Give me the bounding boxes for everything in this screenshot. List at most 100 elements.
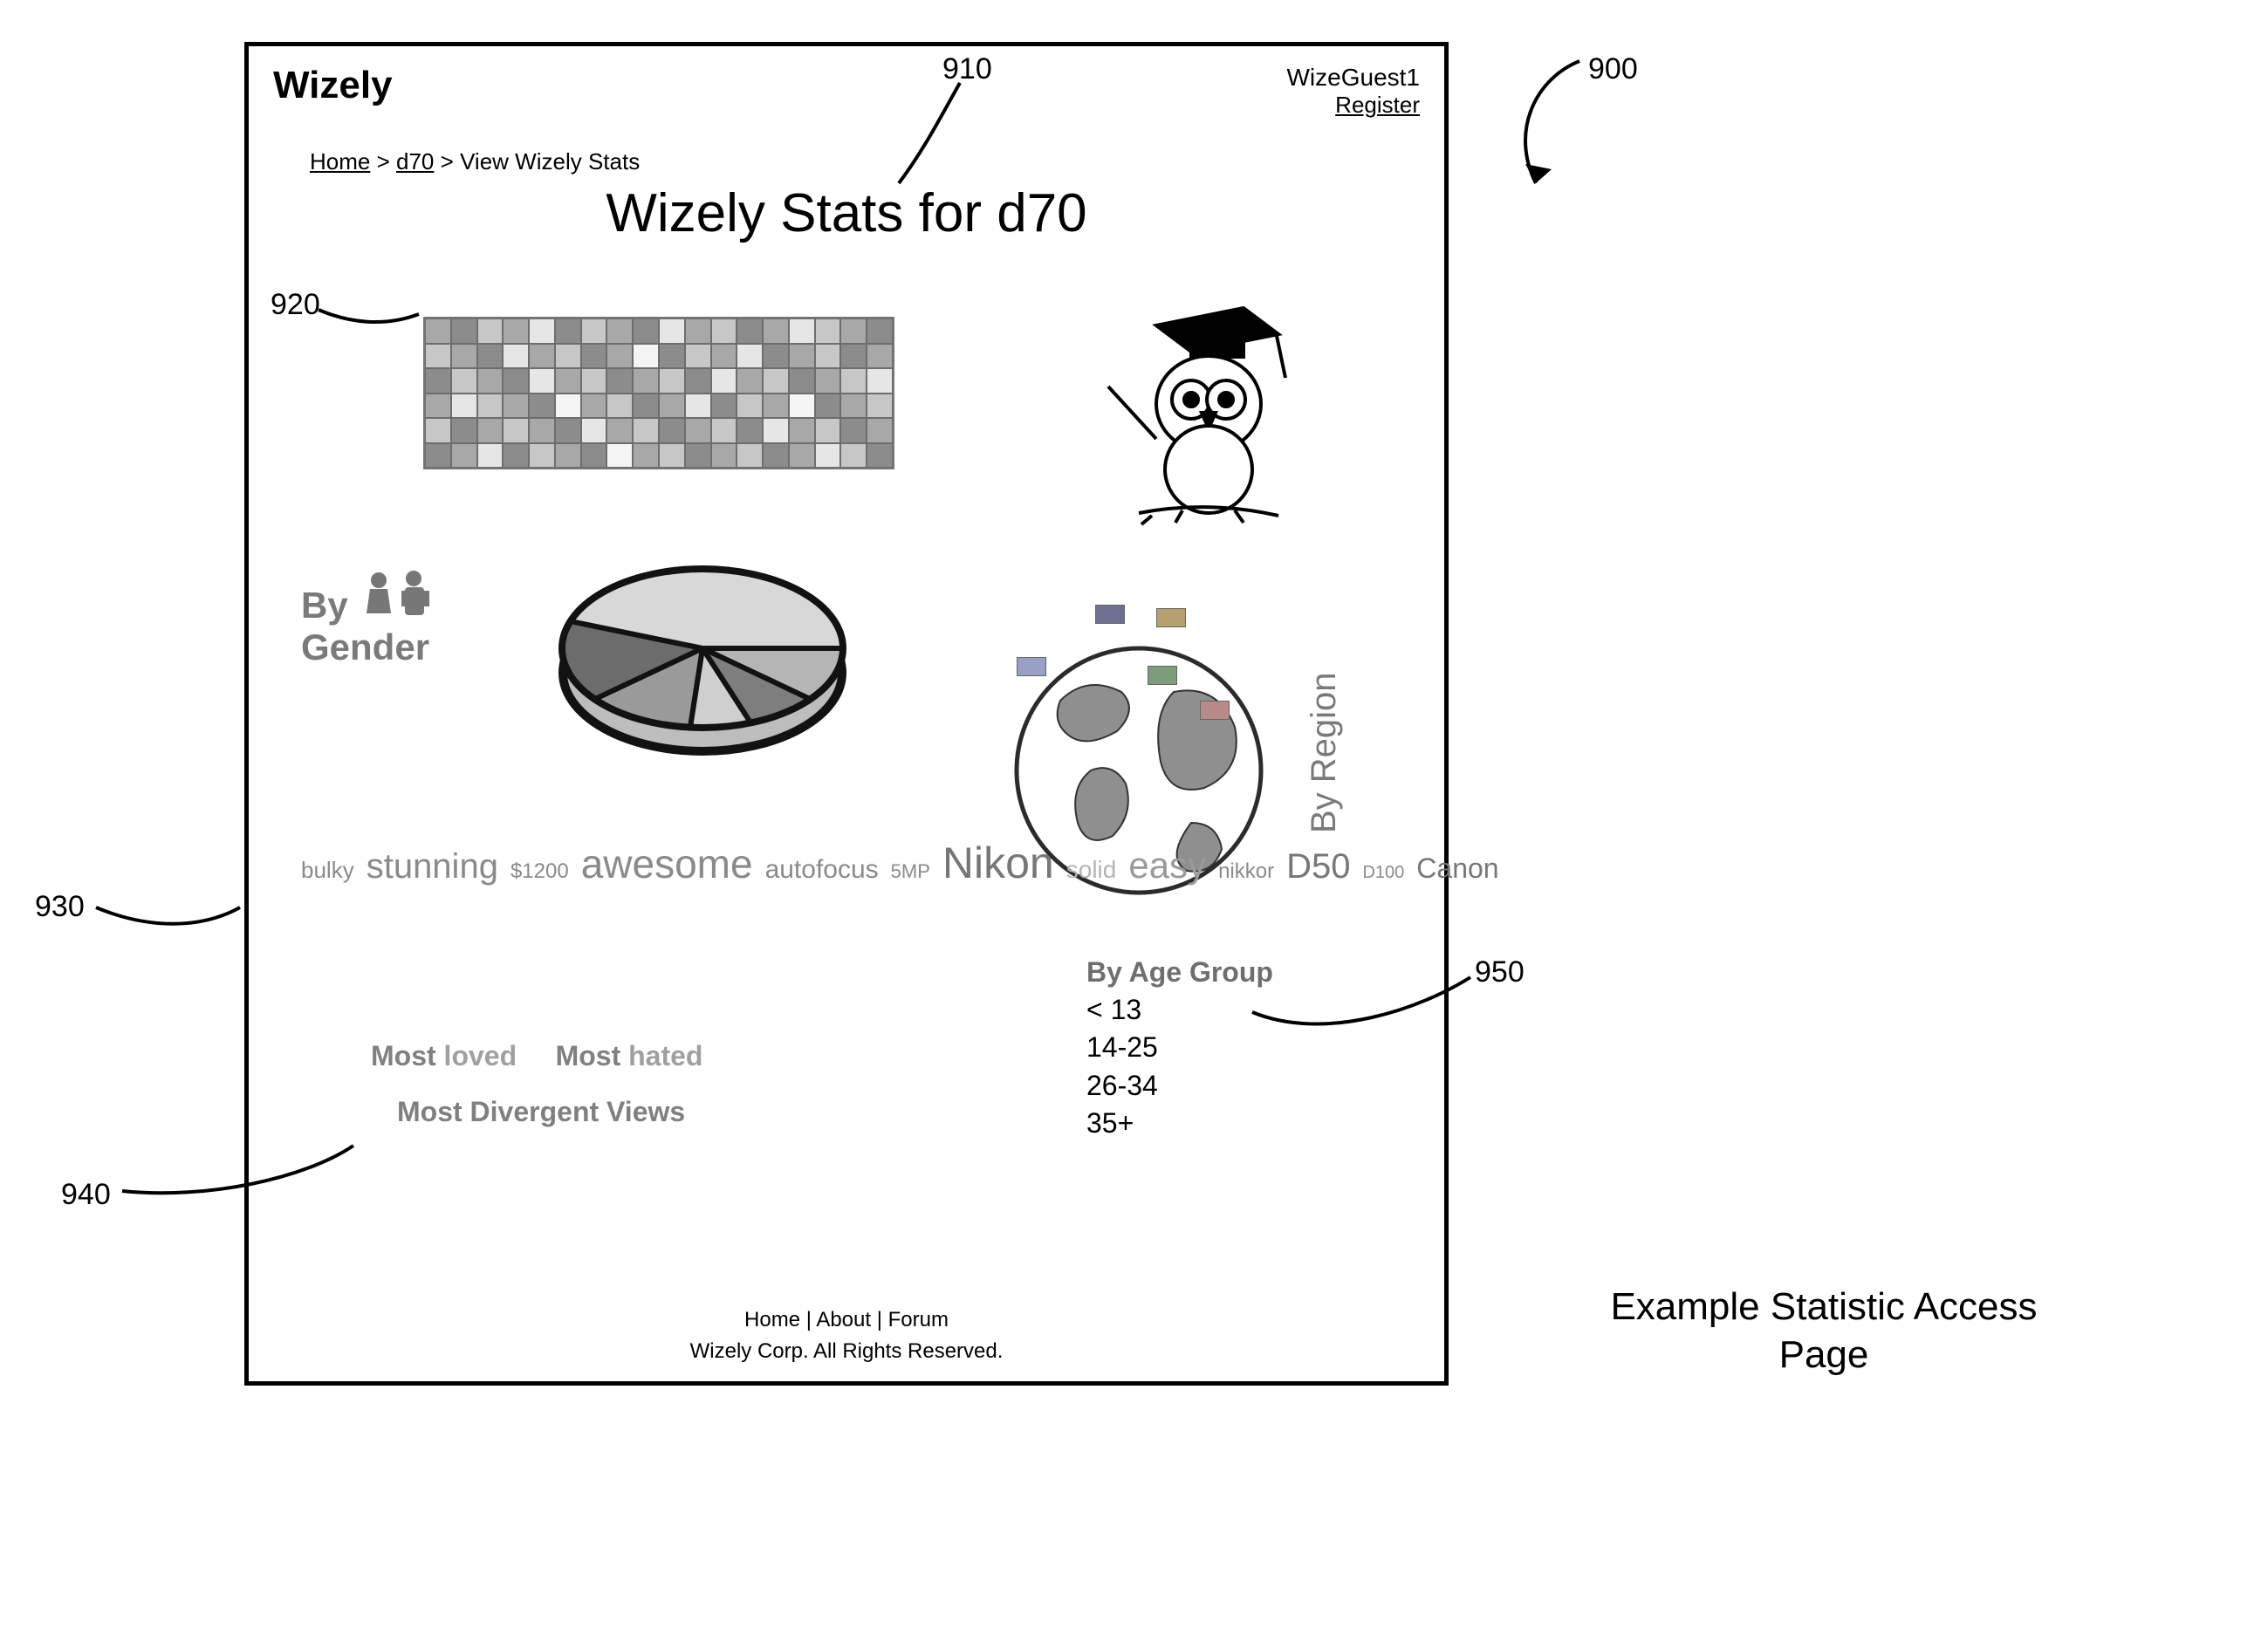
- most-hated-link[interactable]: Most hated: [556, 1040, 703, 1071]
- heatmap-cell: [659, 418, 685, 443]
- age-group-header: By Age Group: [1086, 954, 1273, 991]
- heatmap-cell: [633, 394, 659, 419]
- heatmap-cell: [867, 318, 893, 344]
- most-loved-link[interactable]: Most loved: [371, 1040, 524, 1071]
- by-region-label[interactable]: By Region: [1305, 640, 1348, 866]
- age-group-item[interactable]: 26-34: [1086, 1067, 1273, 1105]
- heatmap-cell: [789, 318, 815, 344]
- owl-mascot-icon: [1104, 299, 1296, 526]
- heatmap-cell: [555, 368, 581, 394]
- heatmap-cell: [606, 318, 633, 344]
- heatmap-cell: [503, 418, 529, 443]
- heatmap-cell: [581, 318, 607, 344]
- page-frame: Wizely WizeGuest1 Register Home > d70 > …: [244, 42, 1449, 1386]
- flag-us-icon: [1017, 657, 1046, 676]
- heatmap-cell: [555, 318, 581, 344]
- brand-logo[interactable]: Wizely: [273, 64, 393, 119]
- by-gender-label-1: By: [301, 585, 348, 626]
- heatmap-cell: [737, 368, 763, 394]
- tag[interactable]: stunning: [367, 847, 498, 886]
- heatmap-cell: [477, 344, 504, 369]
- flag-pt-icon: [1148, 666, 1177, 685]
- heatmap-cell: [659, 443, 685, 469]
- flag-uk-icon: [1095, 605, 1125, 624]
- heatmap-cell: [737, 443, 763, 469]
- breadcrumb-item[interactable]: d70: [396, 148, 434, 175]
- tag[interactable]: awesome: [581, 841, 753, 886]
- heatmap-cell: [815, 344, 841, 369]
- heatmap-cell: [477, 394, 504, 419]
- heatmap-cell: [711, 368, 737, 394]
- heatmap-cell: [633, 418, 659, 443]
- heatmap-cell: [529, 394, 555, 419]
- heatmap-cell: [867, 344, 893, 369]
- tag[interactable]: $1200: [510, 859, 569, 883]
- tag[interactable]: autofocus: [765, 855, 879, 884]
- heatmap-cell: [633, 443, 659, 469]
- heatmap-cell: [606, 443, 633, 469]
- heatmap-cell: [763, 318, 789, 344]
- register-link[interactable]: Register: [1287, 92, 1421, 119]
- heatmap-cell: [477, 368, 504, 394]
- heatmap-cell: [763, 418, 789, 443]
- age-group-section: By Age Group < 13 14-25 26-34 35+: [1086, 954, 1273, 1142]
- heatmap-cell: [711, 443, 737, 469]
- footer-about-link[interactable]: About: [816, 1308, 871, 1331]
- tag[interactable]: easy: [1128, 845, 1206, 886]
- heatmap-cell: [581, 344, 607, 369]
- heatmap-cell: [737, 394, 763, 419]
- heatmap-cell: [737, 418, 763, 443]
- heatmap-chart[interactable]: [423, 317, 894, 469]
- tag[interactable]: Canon: [1416, 852, 1498, 884]
- heatmap-cell: [633, 318, 659, 344]
- tag[interactable]: D100: [1362, 863, 1404, 882]
- user-box: WizeGuest1 Register: [1287, 64, 1421, 119]
- heatmap-cell: [503, 344, 529, 369]
- by-gender-label-2: Gender: [301, 626, 429, 667]
- heatmap-cell: [840, 443, 867, 469]
- heatmap-cell: [477, 443, 504, 469]
- heatmap-cell: [529, 368, 555, 394]
- heatmap-cell: [451, 344, 477, 369]
- heatmap-cell: [867, 418, 893, 443]
- footer-copyright: Wizely Corp. All Rights Reserved.: [249, 1336, 1444, 1367]
- heatmap-cell: [659, 318, 685, 344]
- breadcrumb-sep: >: [441, 148, 454, 175]
- age-group-item[interactable]: 14-25: [1086, 1029, 1273, 1066]
- heatmap-cell: [789, 418, 815, 443]
- heatmap-cell: [581, 368, 607, 394]
- tag[interactable]: Nikon: [942, 839, 1054, 887]
- tag[interactable]: 5MP: [891, 860, 930, 882]
- heatmap-cell: [581, 394, 607, 419]
- heatmap-cell: [789, 368, 815, 394]
- by-gender-section[interactable]: By Gender: [301, 570, 528, 669]
- heatmap-cell: [606, 344, 633, 369]
- ref-940: 940: [61, 1139, 358, 1225]
- heatmap-cell: [633, 368, 659, 394]
- flag-es-icon: [1156, 608, 1186, 627]
- pie-chart[interactable]: [528, 544, 877, 770]
- footer-home-link[interactable]: Home: [744, 1308, 800, 1331]
- tag[interactable]: nikkor: [1218, 859, 1274, 883]
- age-group-item[interactable]: 35+: [1086, 1105, 1273, 1142]
- heatmap-cell: [529, 418, 555, 443]
- heatmap-cell: [685, 318, 711, 344]
- ref-920: 920: [271, 288, 428, 383]
- heatmap-cell: [840, 344, 867, 369]
- age-group-item[interactable]: < 13: [1086, 991, 1273, 1029]
- figure-caption: Example Statistic Access Page: [1597, 1283, 2051, 1379]
- heatmap-cell: [503, 318, 529, 344]
- heatmap-cell: [840, 418, 867, 443]
- most-divergent-link[interactable]: Most Divergent Views: [371, 1088, 894, 1135]
- tag[interactable]: D50: [1286, 847, 1350, 886]
- heatmap-cell: [555, 394, 581, 419]
- heatmap-cell: [815, 368, 841, 394]
- flags-group: [1017, 605, 1296, 744]
- ref-900: 900: [1483, 52, 1675, 217]
- breadcrumb-home[interactable]: Home: [310, 148, 370, 175]
- tag[interactable]: solid: [1066, 856, 1117, 883]
- footer-forum-link[interactable]: Forum: [888, 1308, 949, 1331]
- tag[interactable]: bulky: [301, 857, 354, 883]
- footer-sep: |: [877, 1308, 882, 1331]
- heatmap-cell: [503, 368, 529, 394]
